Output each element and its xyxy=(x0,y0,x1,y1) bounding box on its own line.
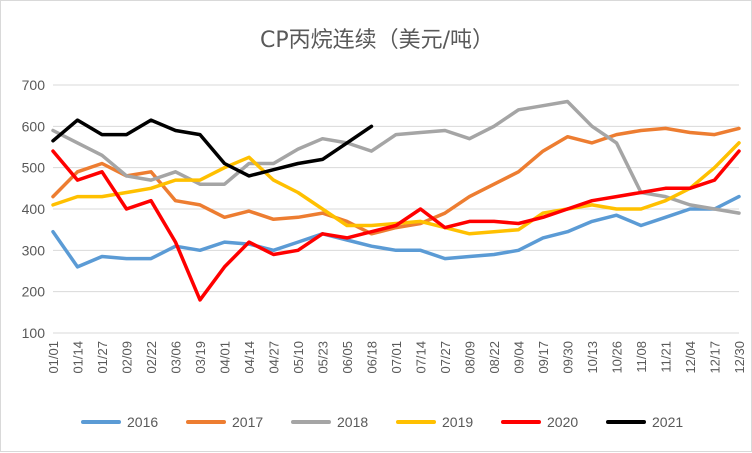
x-tick-label: 01/14 xyxy=(71,341,86,374)
y-tick-label: 600 xyxy=(22,118,46,134)
x-tick-label: 08/09 xyxy=(463,341,478,374)
x-tick-label: 03/06 xyxy=(169,341,184,374)
y-tick-label: 100 xyxy=(22,325,46,341)
series-line-2017 xyxy=(51,126,741,236)
x-tick-label: 01/27 xyxy=(95,341,110,374)
x-tick-label: 01/01 xyxy=(46,341,61,374)
x-tick-label: 10/26 xyxy=(610,341,625,374)
x-tick-label: 04/14 xyxy=(242,341,257,374)
x-tick-label: 11/08 xyxy=(634,341,649,373)
x-tick-label: 11/21 xyxy=(659,341,674,373)
x-tick-label: 02/09 xyxy=(120,341,135,374)
chart-title: CP丙烷连续（美元/吨） xyxy=(260,28,494,53)
series-line-2021 xyxy=(51,118,374,178)
x-tick-label: 03/19 xyxy=(193,341,208,374)
x-tick-label: 12/04 xyxy=(683,341,698,374)
legend-label: 2020 xyxy=(547,414,578,430)
x-tick-label: 07/01 xyxy=(389,341,404,374)
series-line-2018 xyxy=(51,99,741,215)
x-tick-label: 09/17 xyxy=(536,341,551,374)
x-tick-label: 12/17 xyxy=(708,341,723,374)
legend-label: 2021 xyxy=(652,414,683,430)
y-tick-label: 400 xyxy=(22,201,46,217)
x-tick-label: 12/30 xyxy=(732,341,747,374)
x-tick-label: 02/22 xyxy=(144,341,159,374)
legend-label: 2018 xyxy=(337,414,368,430)
x-tick-label: 09/04 xyxy=(512,341,527,374)
series-line-2019 xyxy=(51,141,741,236)
y-tick-label: 200 xyxy=(22,284,46,300)
legend-label: 2017 xyxy=(232,414,263,430)
x-tick-label: 04/01 xyxy=(218,341,233,374)
x-tick-label: 05/23 xyxy=(316,341,331,374)
y-tick-label: 700 xyxy=(22,77,46,93)
x-tick-label: 05/10 xyxy=(291,341,306,374)
y-tick-label: 500 xyxy=(22,160,46,176)
x-tick-label: 04/27 xyxy=(267,341,282,374)
y-axis-ticks: 100 200 300 400 500 600 700 xyxy=(22,77,46,341)
series-lines xyxy=(51,99,741,302)
x-tick-label: 06/18 xyxy=(365,341,380,374)
x-tick-label: 07/27 xyxy=(438,341,453,374)
x-tick-label: 10/13 xyxy=(585,341,600,374)
x-tick-label: 07/14 xyxy=(414,341,429,374)
x-tick-label: 06/05 xyxy=(340,341,355,374)
y-tick-label: 300 xyxy=(22,242,46,258)
legend-label: 2016 xyxy=(127,414,158,430)
x-axis-ticks: 01/01 01/14 01/27 02/09 02/22 03/06 03/19 04/01… xyxy=(46,341,747,374)
x-tick-label: 09/30 xyxy=(561,341,576,374)
series-line-2020 xyxy=(51,149,741,302)
series-line-2016 xyxy=(51,194,741,269)
legend-label: 2019 xyxy=(442,414,473,430)
legend: 2016 2017 2018 2019 2020 2021 xyxy=(81,414,683,430)
x-tick-label: 08/22 xyxy=(487,341,502,374)
